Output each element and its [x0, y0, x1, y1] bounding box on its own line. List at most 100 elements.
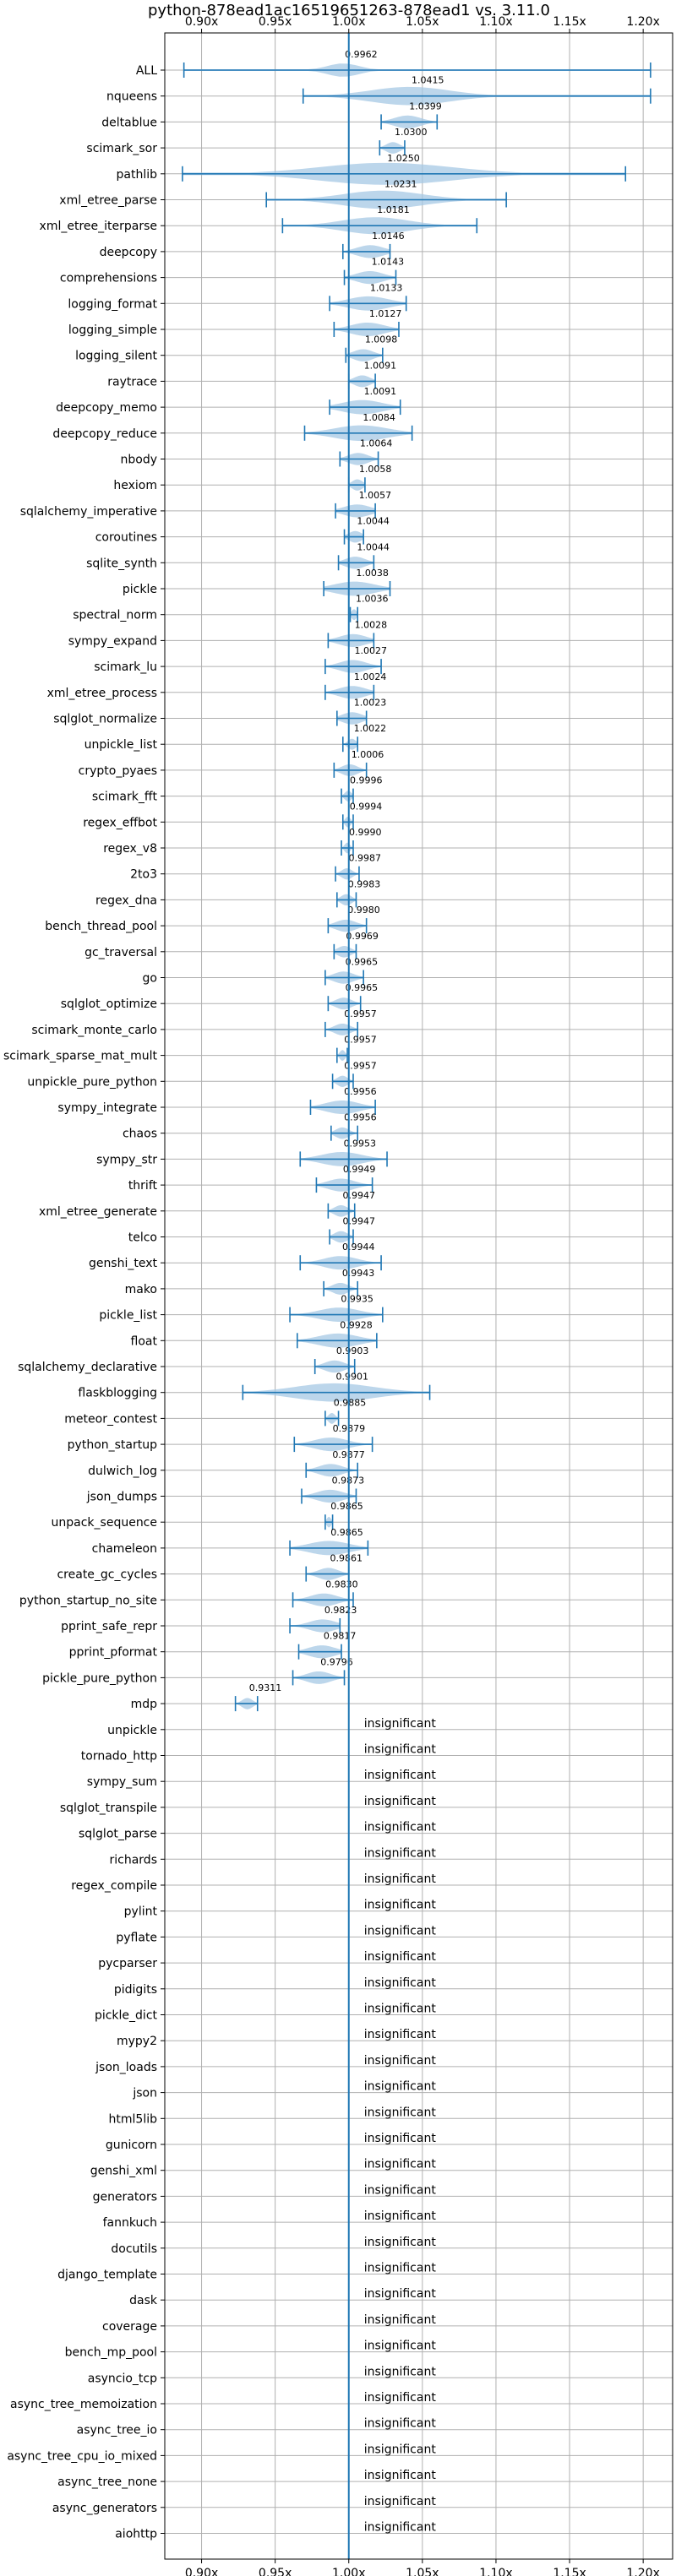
- benchmark-label: scimark_monte_carlo: [31, 1024, 157, 1037]
- median-label: 1.0091: [364, 386, 397, 397]
- benchmark-label: sqlalchemy_imperative: [20, 505, 157, 519]
- benchmark-label: sqlglot_normalize: [53, 713, 157, 726]
- median-label: 0.9957: [344, 1060, 377, 1071]
- median-label: 1.0084: [363, 412, 395, 423]
- benchmark-label: dulwich_log: [88, 1465, 157, 1478]
- median-label: 1.0024: [354, 671, 387, 682]
- insignificant-label: insignificant: [364, 2262, 437, 2275]
- benchmark-label: regex_v8: [103, 842, 157, 856]
- median-label: 0.9796: [320, 1656, 353, 1667]
- benchmark-label: json_dumps: [86, 1491, 157, 1504]
- benchmark-label: deltablue: [101, 116, 157, 129]
- median-label: 0.9817: [324, 1631, 357, 1642]
- median-label: 0.9957: [344, 1008, 377, 1019]
- benchmark-label: unpickle_list: [84, 738, 158, 752]
- benchmark-label: pathlib: [117, 168, 158, 182]
- median-label: 0.9830: [325, 1579, 358, 1590]
- benchmark-label: deepcopy_reduce: [52, 427, 157, 441]
- benchmark-label: sympy_expand: [68, 634, 157, 648]
- median-label: 0.9885: [334, 1397, 367, 1408]
- median-label: 1.0231: [384, 179, 417, 190]
- insignificant-label: insignificant: [364, 2313, 437, 2327]
- median-label: 1.0098: [365, 334, 398, 345]
- median-label: 0.9962: [345, 49, 378, 60]
- median-label: 0.9861: [330, 1553, 363, 1564]
- benchmark-label: gc_traversal: [84, 946, 157, 959]
- benchmark-label: regex_effbot: [83, 816, 157, 829]
- insignificant-label: insignificant: [364, 2080, 437, 2094]
- benchmark-label: bench_mp_pool: [65, 2346, 157, 2360]
- benchmark-label: hexiom: [113, 479, 157, 492]
- insignificant-label: insignificant: [364, 1899, 437, 1912]
- benchmark-label: genshi_xml: [90, 2165, 157, 2178]
- median-label: 0.9987: [348, 853, 381, 864]
- benchmark-label: comprehensions: [60, 272, 157, 285]
- median-label: 1.0064: [360, 438, 393, 449]
- median-label: 0.9965: [346, 982, 379, 993]
- insignificant-label: insignificant: [364, 2209, 437, 2223]
- benchmark-label: html5lib: [109, 2112, 158, 2126]
- x-tick-label-bottom: 1.10x: [479, 2567, 512, 2576]
- median-label: 1.0181: [377, 204, 410, 215]
- benchmark-label: xml_etree_iterparse: [40, 220, 157, 233]
- benchmark-label: chaos: [123, 1128, 157, 1141]
- axis-layer: 0.90x 0.90x 0.95x 0.95x 1.00x 1.00x 1.05x 1.05x…: [3, 15, 673, 2576]
- median-label: 0.9943: [342, 1268, 375, 1279]
- benchmark-label: python_startup_no_site: [19, 1594, 157, 1607]
- benchmark-label: nqueens: [106, 90, 157, 104]
- benchmark-label: crypto_pyaes: [79, 764, 157, 778]
- benchmark-label: logging_simple: [68, 323, 157, 337]
- benchmark-label: unpickle_pure_python: [27, 1075, 157, 1089]
- median-label: 0.9980: [347, 905, 380, 916]
- plot-layer: 0.9962 1.0415 1.0399 1.0300 1.0250 1.0231 1.01…: [182, 33, 651, 2559]
- benchmark-label: pickle_list: [99, 1309, 157, 1323]
- benchmark-label: async_tree_none: [57, 2475, 157, 2489]
- median-label: 0.9996: [350, 775, 383, 786]
- benchmark-label: richards: [110, 1853, 158, 1867]
- insignificant-label: insignificant: [364, 2028, 437, 2041]
- benchmark-label: sqlglot_parse: [79, 1828, 157, 1841]
- median-label: 0.9994: [350, 801, 383, 812]
- benchmark-label: create_gc_cycles: [57, 1568, 157, 1582]
- benchmark-label: generators: [93, 2190, 157, 2204]
- median-label: 1.0250: [387, 153, 420, 164]
- insignificant-label: insignificant: [364, 2391, 437, 2405]
- benchmark-label: pickle_pure_python: [42, 1671, 157, 1685]
- benchmark-label: unpickle: [107, 1724, 157, 1737]
- insignificant-label: insignificant: [364, 2340, 437, 2353]
- benchmark-label: sqlglot_transpile: [60, 1802, 157, 1815]
- benchmark-label: asyncio_tcp: [88, 2372, 157, 2385]
- benchmark-label: sqlglot_optimize: [61, 997, 157, 1011]
- median-label: 1.0133: [370, 282, 403, 293]
- x-tick-label-top: 1.10x: [479, 15, 512, 29]
- insignificant-label: insignificant: [364, 1924, 437, 1937]
- median-label: 1.0057: [359, 490, 392, 501]
- median-label: 1.0399: [409, 101, 442, 111]
- x-tick-label-bottom: 1.05x: [406, 2567, 439, 2576]
- median-label: 1.0127: [369, 308, 402, 319]
- benchmark-label: docutils: [111, 2242, 157, 2256]
- benchmark-label: pidigits: [114, 1983, 157, 1997]
- benchmark-label: tornado_http: [81, 1750, 157, 1764]
- insignificant-label: insignificant: [364, 1743, 437, 1757]
- insignificant-label: insignificant: [364, 2183, 437, 2197]
- median-label: 0.9983: [348, 878, 381, 889]
- benchmark-label: scimark_sparse_mat_mult: [3, 1050, 157, 1063]
- benchmark-label: deepcopy_memo: [56, 401, 157, 415]
- benchmark-label: spectral_norm: [73, 609, 157, 622]
- insignificant-label: insignificant: [364, 2287, 437, 2301]
- median-label: 0.9990: [349, 827, 382, 838]
- median-label: 0.9947: [343, 1190, 376, 1201]
- insignificant-label: insignificant: [364, 2054, 437, 2068]
- insignificant-label: insignificant: [364, 2443, 437, 2456]
- benchmark-label: deepcopy: [100, 246, 157, 259]
- benchmark-label: raytrace: [107, 375, 157, 389]
- grid-layer: [165, 33, 673, 2559]
- insignificant-label: insignificant: [364, 2521, 437, 2535]
- x-tick-label-bottom: 1.15x: [553, 2567, 586, 2576]
- median-label: 0.9947: [343, 1216, 376, 1227]
- benchmark-label: django_template: [57, 2269, 157, 2282]
- insignificant-label: insignificant: [364, 2417, 437, 2431]
- x-tick-label-bottom: 0.95x: [259, 2567, 292, 2576]
